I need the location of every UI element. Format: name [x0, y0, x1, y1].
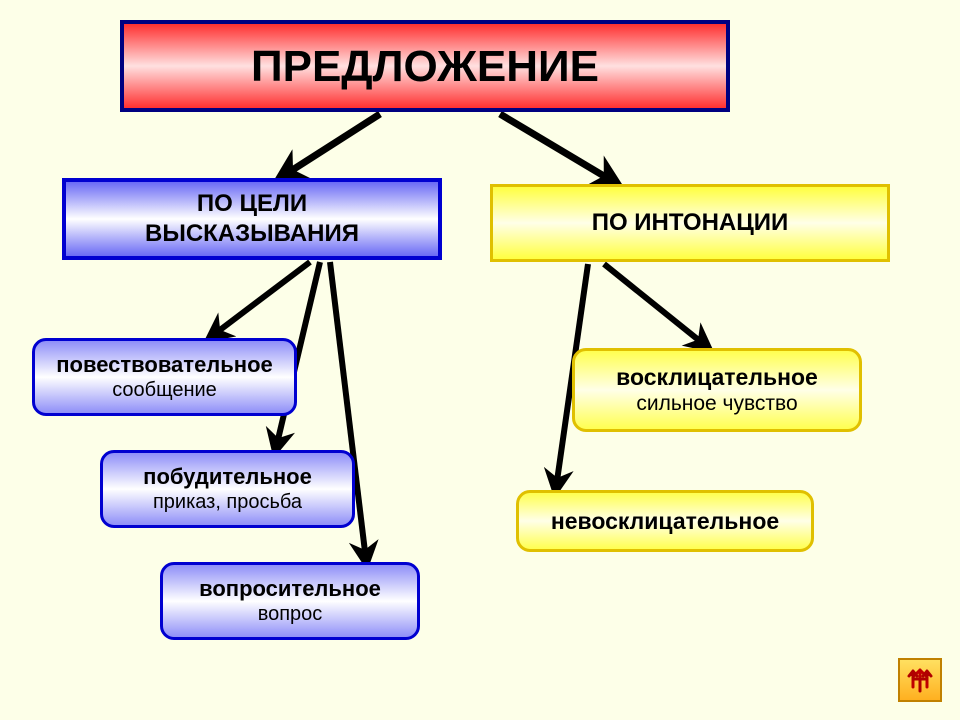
- category-left-line1: ПО ЦЕЛИ: [197, 189, 307, 219]
- title-box: ПРЕДЛОЖЕНИЕ: [120, 20, 730, 112]
- leaf-imperative: побудительное приказ, просьба: [100, 450, 355, 528]
- leaf-declarative: повествовательное сообщение: [32, 338, 297, 416]
- leaf-nonexclamatory: невосклицательное: [516, 490, 814, 552]
- leaf-interrogative-title: вопросительное: [199, 575, 381, 603]
- leaf-exclamatory-sub: сильное чувство: [636, 391, 797, 417]
- title-text: ПРЕДЛОЖЕНИЕ: [251, 39, 599, 94]
- leaf-exclamatory-title: восклицательное: [616, 363, 818, 392]
- leaf-imperative-sub: приказ, просьба: [153, 490, 302, 515]
- category-left-line2: ВЫСКАЗЫВАНИЯ: [145, 219, 359, 249]
- leaf-declarative-sub: сообщение: [112, 378, 217, 403]
- category-right-line1: ПО ИНТОНАЦИИ: [592, 208, 789, 238]
- leaf-imperative-title: побудительное: [143, 463, 312, 491]
- category-left: ПО ЦЕЛИ ВЫСКАЗЫВАНИЯ: [62, 178, 442, 260]
- leaf-exclamatory: восклицательное сильное чувство: [572, 348, 862, 432]
- return-icon: [905, 665, 935, 695]
- leaf-declarative-title: повествовательное: [56, 351, 273, 379]
- leaf-nonexclamatory-title: невосклицательное: [551, 507, 779, 536]
- category-right: ПО ИНТОНАЦИИ: [490, 184, 890, 262]
- return-button[interactable]: [898, 658, 942, 702]
- leaf-interrogative: вопросительное вопрос: [160, 562, 420, 640]
- leaf-interrogative-sub: вопрос: [258, 602, 323, 627]
